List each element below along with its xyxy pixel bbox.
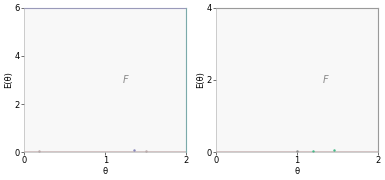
Text: F: F [323,75,328,85]
Text: F: F [123,75,128,85]
X-axis label: θ: θ [295,167,300,176]
X-axis label: θ: θ [103,167,108,176]
Y-axis label: E(θ): E(θ) [4,71,13,88]
Y-axis label: E(θ): E(θ) [196,71,205,88]
